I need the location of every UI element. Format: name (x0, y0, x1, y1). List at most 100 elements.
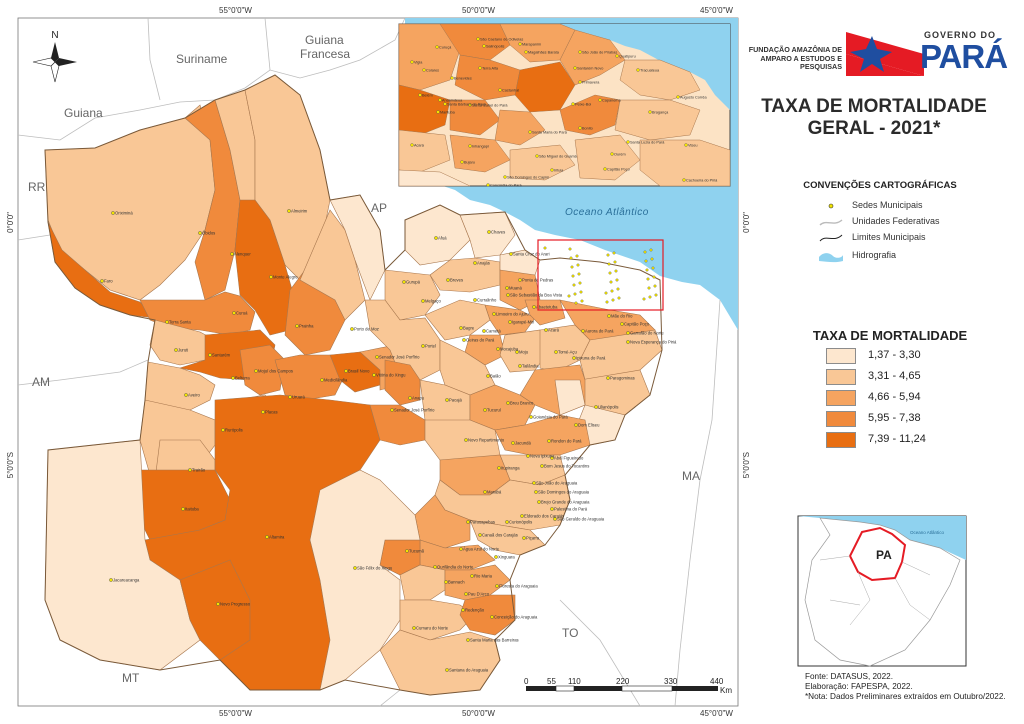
inset-municipality-label: Colares (426, 69, 439, 73)
seat-dot (550, 456, 554, 460)
seat-dot (350, 327, 354, 331)
seat-dot (482, 329, 486, 333)
municipality-label: Anapu (412, 396, 425, 401)
inset-municipality-label: Santa Izabel do Pará (472, 104, 508, 108)
seat-dot (320, 378, 324, 382)
municipality-label: Aveiro (188, 393, 200, 398)
coord-right-2: 5°0'0"S (742, 452, 751, 479)
inset-municipality-label: Peixe-Boi (575, 103, 591, 107)
municipality-label: Anajás (477, 261, 490, 266)
seat-dot (254, 369, 258, 373)
scale-tick-label: 440 (710, 677, 724, 686)
label-ma: MA (682, 469, 700, 483)
municipality-label: Bom Jesus do Tocantins (544, 464, 589, 469)
scale-bar (526, 685, 718, 692)
legend-label: 5,95 - 7,38 (868, 412, 921, 424)
seat-dot (353, 566, 357, 570)
label-guiana-francesa-2: Francesa (300, 47, 351, 61)
inset-municipality-label: São João de Pirabas (582, 51, 617, 55)
seat-dot (473, 298, 477, 302)
inset-seat-dot (438, 98, 442, 102)
seat-dot (288, 395, 292, 399)
municipality-label: Moju (519, 350, 529, 355)
seat-dot (111, 211, 115, 215)
seat-dot (509, 252, 513, 256)
municipality-label: Óbidos (202, 231, 215, 236)
seat-dot (478, 533, 482, 537)
seat-dot (421, 299, 425, 303)
inset-municipality-label: São Domingos do Capim (507, 176, 549, 180)
seat-dot (230, 252, 234, 256)
label-mt: MT (122, 671, 140, 685)
municipality-label: Aurora do Pará (585, 329, 614, 334)
inset-seat-dot (571, 102, 575, 106)
seat-dot (433, 565, 437, 569)
municipality-label: Mocajuba (500, 347, 519, 352)
seat-dot (508, 320, 512, 324)
seat-dot (408, 396, 412, 400)
inset-municipality-label: Augusto Corrêa (680, 96, 707, 100)
municipality-label: Faro (104, 279, 113, 284)
municipality-label: Mãe do Rio (611, 314, 633, 319)
seat-dot (421, 344, 425, 348)
seat-dot (606, 376, 610, 380)
seat-dot (540, 464, 544, 468)
municipality-label: Parauapebas (470, 520, 495, 525)
municipality-label: Portel (425, 344, 436, 349)
seat-dot (466, 638, 470, 642)
municipality-label: Acará (548, 328, 560, 333)
inset-municipality-label: Ourém (614, 153, 626, 157)
inset-municipality-label: Quatipuru (619, 55, 636, 59)
municipality-label: Prainha (299, 324, 314, 329)
municipality-label: Marabá (487, 490, 502, 495)
inset-municipality-label: Santa Maria do Pará (532, 131, 568, 135)
coord-top-1: 55°0'0"W (219, 6, 252, 15)
inset-seat-dot (636, 68, 640, 72)
convention-states-label: Unidades Federativas (852, 216, 940, 226)
seat-dot (402, 280, 406, 284)
seat-dot (232, 311, 236, 315)
seat-dot (405, 549, 409, 553)
governo-do-text: GOVERNO DO (924, 30, 997, 40)
coord-bottom-2: 50°0'0"W (462, 709, 495, 718)
seat-dot (434, 236, 438, 240)
seat-dot (532, 305, 536, 309)
inset-seat-dot (682, 178, 686, 182)
municipality-label: Santarém (212, 353, 231, 358)
municipality-label: Cumaru do Norte (416, 626, 449, 631)
legend-label: 1,37 - 3,30 (868, 349, 921, 361)
municipality-label: Medicilândia (324, 378, 348, 383)
seat-dot (208, 353, 212, 357)
note-line: *Nota: Dados Preliminares extraídos em O… (805, 692, 1006, 701)
inset-municipality-label: Marituba (440, 111, 456, 115)
source-notes: Fonte: DATASUS, 2022. Elaboração: FAPESP… (805, 672, 1006, 702)
inset-municipality-label: Santa Luzia do Pará (630, 141, 665, 145)
municipality-label: Água Azul do Norte (463, 547, 500, 552)
municipality-label: Jacareacanga (113, 578, 140, 583)
municipality-label: Goianésia do Pará (533, 415, 568, 420)
municipality-label: Igarapé-Miri (512, 320, 534, 325)
municipality-label: Pacajá (449, 398, 462, 403)
municipality-label: Limoeiro do Ajuru (496, 312, 529, 317)
seat-dot (490, 615, 494, 619)
municipality-label: São Sebastião da Boa Vista (510, 293, 563, 298)
seat-dot (483, 490, 487, 494)
seat-dot (544, 328, 548, 332)
seat-dot (626, 331, 630, 335)
inset-seat-dot (578, 80, 582, 84)
seat-dot (221, 428, 225, 432)
label-guiana-francesa-1: Guiana (305, 33, 344, 47)
municipality-label: Garrafão do Norte (630, 331, 664, 336)
title-line-1: TAXA DE MORTALIDADE (761, 96, 987, 117)
municipality-label: São João do Araguaia (536, 481, 578, 486)
seat-dot (495, 584, 499, 588)
seat-dot (487, 230, 491, 234)
inset-municipality-label: Inhangapi (472, 145, 489, 149)
convention-hydro-label: Hidrografia (852, 250, 897, 260)
seat-dot (506, 293, 510, 297)
municipality-label: Santana do Araguaia (449, 668, 489, 673)
label-suriname: Suriname (176, 52, 228, 66)
municipality-label: Ourilândia do Norte (437, 565, 474, 570)
inset-municipality-label: Cachoeira do Piriá (686, 179, 718, 183)
municipality-label: Monte Alegre (273, 275, 298, 280)
